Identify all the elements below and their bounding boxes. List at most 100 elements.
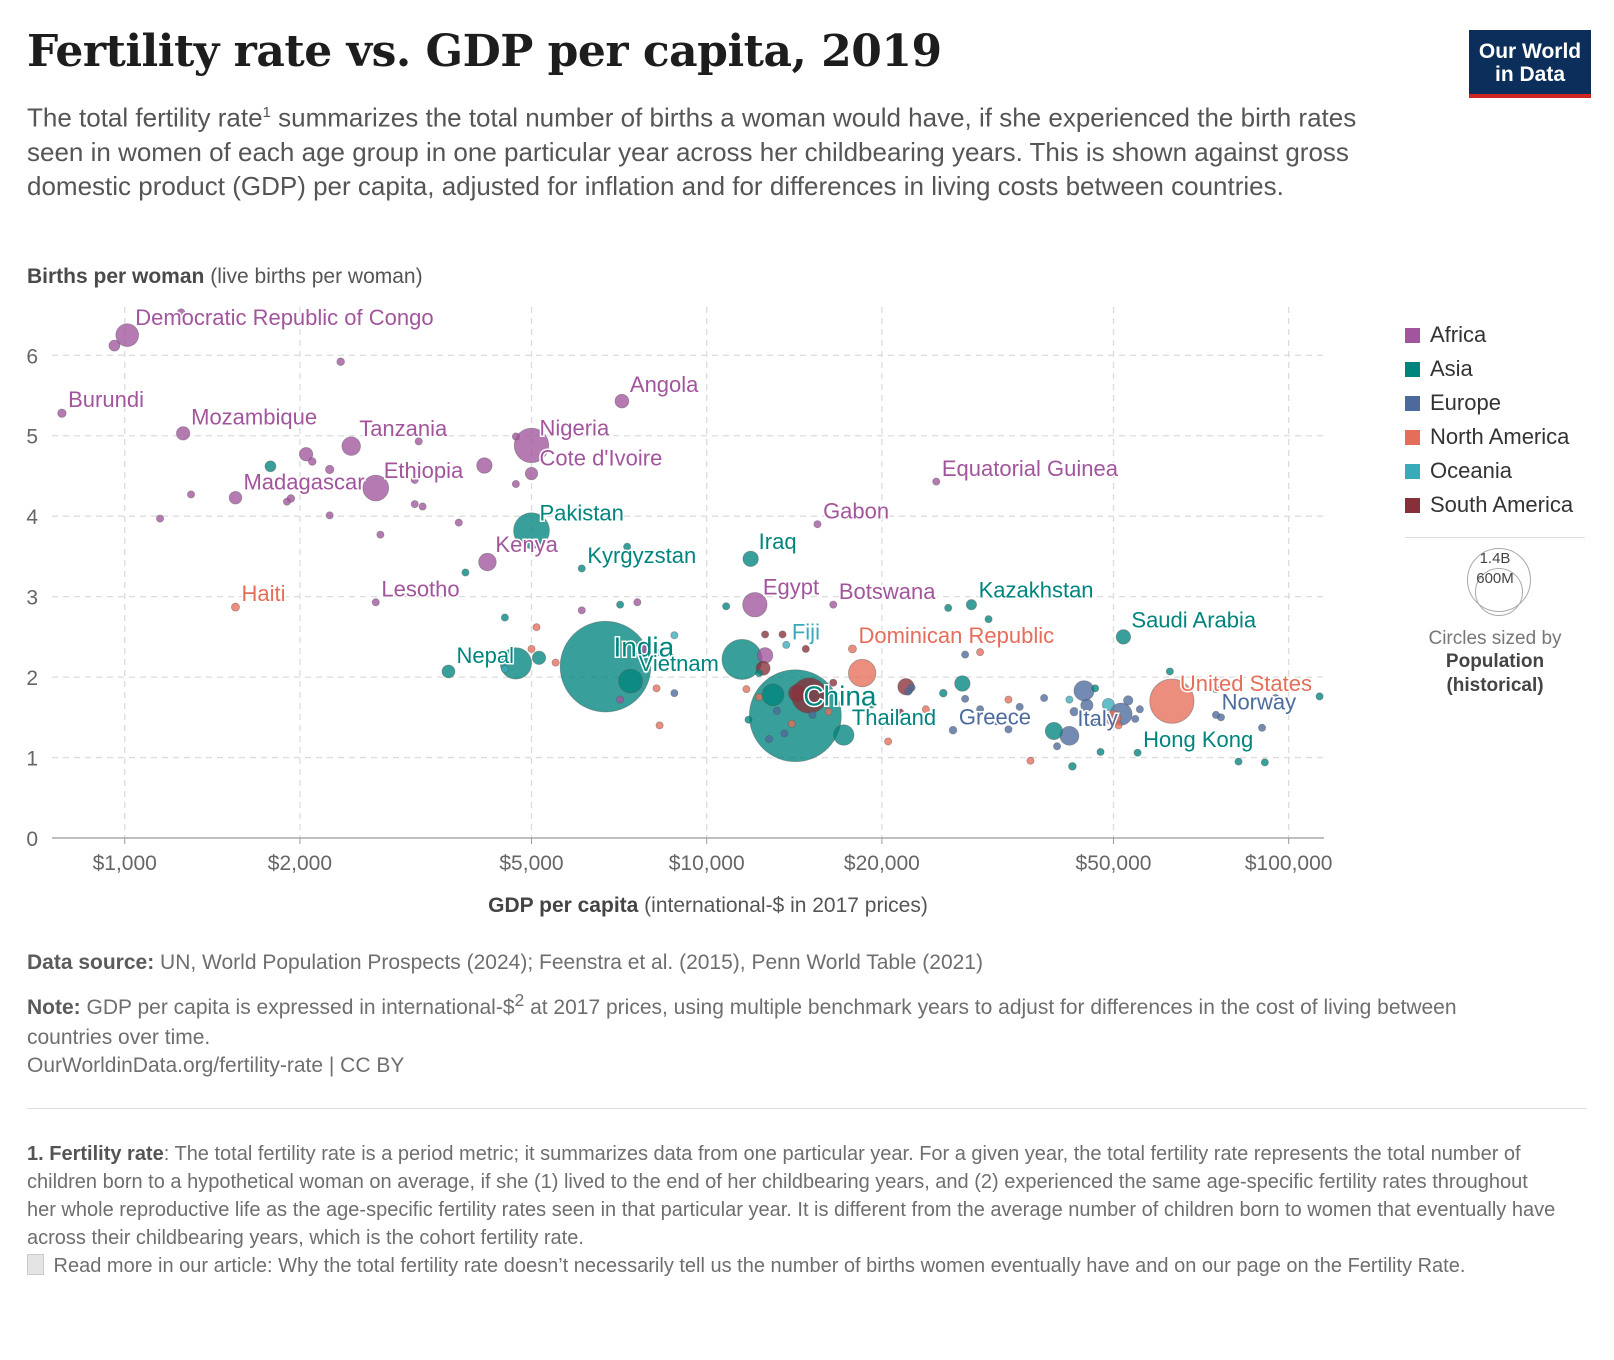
data-point [848, 658, 877, 688]
data-point [761, 683, 785, 707]
point-label: Angola [630, 372, 699, 397]
data-point [1004, 695, 1013, 704]
legend-item-africa[interactable]: Africa [1405, 318, 1573, 352]
point-label: United States [1180, 671, 1312, 696]
data-point-kyrgyzstan [577, 564, 586, 573]
point-label: Burundi [68, 387, 144, 412]
data-source: Data source: UN, World Population Prospe… [27, 951, 983, 974]
axes: 0 1 2 3 4 5 6 $1,000 $2,000 $5,000 $10,000 $20,000 $… [26, 345, 1332, 875]
data-point [1091, 684, 1100, 693]
point-label: Democratic Republic of Congo [135, 305, 433, 330]
legend-item-south-america[interactable]: South America [1405, 488, 1573, 522]
data-point-norway [1211, 710, 1220, 719]
data-point [527, 644, 536, 653]
data-point [1234, 757, 1243, 766]
chart-subtitle: The total fertility rate1 summarizes the… [27, 102, 1357, 201]
x-axis-title: GDP per capita (international-$ in 2017 … [488, 894, 928, 917]
data-point [336, 357, 345, 366]
data-point [187, 490, 196, 499]
data-point [307, 457, 317, 466]
chart-note: Note: GDP per capita is expressed in int… [27, 990, 1457, 1049]
legend-swatch [1405, 497, 1420, 513]
data-point [410, 475, 419, 484]
point-label: Mozambique [191, 405, 317, 430]
data-point [410, 500, 419, 509]
data-point-mozambique [176, 426, 191, 441]
data-point [1123, 695, 1134, 706]
point-label: Kyrgyzstan [587, 543, 696, 568]
footnote-ref-1[interactable]: 1 [262, 104, 271, 121]
data-point-ethiopia [362, 474, 390, 502]
footnote-ref-2[interactable]: 2 [514, 990, 525, 1010]
data-point [577, 606, 586, 615]
data-point [655, 721, 664, 730]
source-url[interactable]: OurWorldinData.org/fertility-rate | CC B… [27, 1054, 405, 1077]
y-tick-label: 5 [26, 426, 38, 449]
legend-item-north-america[interactable]: North America [1405, 420, 1573, 454]
owid-logo[interactable]: Our World in Data [1469, 30, 1591, 98]
data-point [1271, 694, 1280, 703]
data-point [1211, 685, 1220, 694]
data-point [1040, 694, 1049, 703]
point-label: Haiti [242, 581, 286, 606]
footnote-1: 1. Fertility rate: The total fertility r… [27, 1143, 1556, 1277]
y-tick-label: 1 [26, 748, 38, 771]
data-point [756, 647, 774, 664]
size-caption: Circles sized by [1428, 628, 1562, 649]
data-point [755, 669, 764, 678]
y-tick-label: 3 [26, 587, 38, 610]
data-point [264, 460, 277, 473]
legend-divider [1405, 537, 1585, 538]
data-point-equatorial-guinea [932, 477, 941, 486]
data-point-madagascar [228, 490, 243, 505]
legend-swatch [1405, 361, 1420, 377]
data-point [670, 689, 679, 698]
region-legend[interactable]: Africa Asia Europe North America Oceania Sout… [1405, 318, 1573, 522]
data-point-vietnam [618, 668, 643, 694]
data-point-saudi-arabia [1115, 629, 1132, 645]
data-point-tanzania [341, 436, 361, 456]
data-point [755, 693, 764, 702]
data-point [765, 735, 774, 744]
data-point [808, 710, 817, 719]
data-point [787, 719, 796, 728]
data-point [1026, 756, 1035, 765]
footer-divider [27, 1108, 1587, 1109]
data-point [944, 603, 953, 612]
data-points [57, 308, 1324, 771]
data-point [1080, 698, 1094, 712]
data-point [1105, 710, 1122, 727]
legend-item-oceania[interactable]: Oceania [1405, 454, 1573, 488]
x-tick-label: $2,000 [268, 852, 332, 875]
data-point [500, 613, 509, 622]
data-point-gabon [813, 520, 822, 529]
data-point [511, 479, 520, 488]
read-more-link[interactable]: Read more in our article: Why the total … [48, 1255, 1466, 1277]
data-point-lesotho [371, 598, 380, 607]
size-legend: 1.4B 600M Circles sized by Population (h… [1405, 548, 1585, 698]
legend-item-asia[interactable]: Asia [1405, 352, 1573, 386]
data-point [992, 717, 1001, 726]
data-point [1131, 714, 1140, 723]
data-point [1069, 707, 1079, 717]
scatter-plot[interactable]: 0 1 2 3 4 5 6 $1,000 $2,000 $5,000 $10,000 $20,000 $… [0, 0, 1614, 940]
point-label: Fiji [792, 619, 820, 644]
point-label: Saudi Arabia [1131, 608, 1257, 633]
legend-item-europe[interactable]: Europe [1405, 386, 1573, 420]
data-point [616, 600, 625, 609]
data-point [788, 684, 807, 703]
y-tick-label: 0 [26, 828, 38, 851]
point-label: Kazakhstan [979, 578, 1094, 603]
data-point [761, 630, 770, 639]
point-label: Norway [1222, 689, 1297, 714]
data-point [742, 685, 751, 694]
point-labels: Democratic Republic of Congo Burundi Mozam… [67, 304, 1314, 754]
point-label: Botswana [839, 579, 936, 604]
point-label: India [613, 632, 674, 663]
document-icon [27, 1254, 44, 1275]
data-point-haiti [231, 602, 240, 612]
data-point-dominican-republic [847, 644, 857, 654]
data-point [418, 502, 427, 511]
data-point [1015, 702, 1024, 711]
data-point [551, 658, 560, 667]
